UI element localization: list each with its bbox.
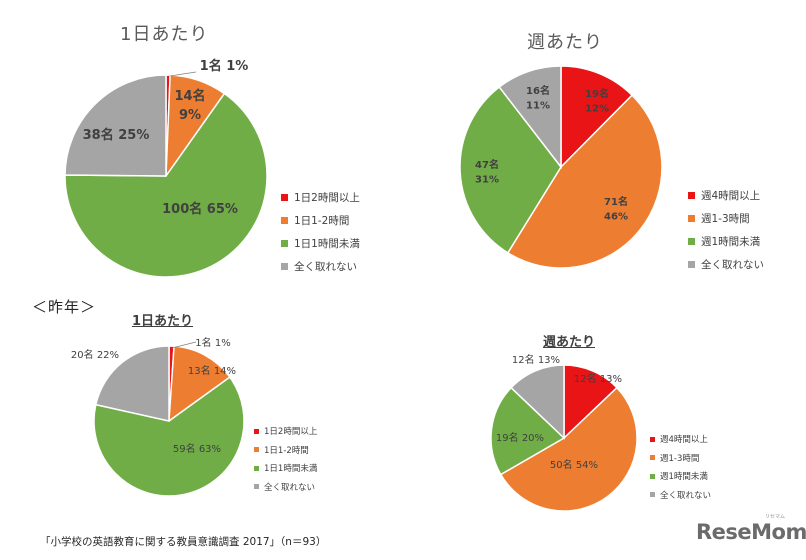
data-label: 1名 1% <box>200 58 249 74</box>
slice-2h-plus <box>560 65 634 169</box>
legend-item: 週4時間以上 <box>688 184 764 207</box>
legend-item: 1日1-2時間 <box>254 441 317 460</box>
legend-swatch <box>650 436 655 442</box>
data-label: 38名 25% <box>83 127 150 143</box>
chart-title: 週あたり <box>527 32 603 53</box>
data-label: 12名 13% <box>574 372 622 385</box>
legend-label: 1日2時間以上 <box>294 192 360 204</box>
legend-swatch <box>254 465 259 471</box>
slice-2h-plus <box>563 364 618 440</box>
legend-item: 全く取れない <box>254 478 317 497</box>
legend-item: 1日2時間以上 <box>281 186 360 209</box>
legend-item: 全く取れない <box>650 486 711 505</box>
legend-swatch <box>281 263 288 270</box>
legend-label: 週1時間未満 <box>660 472 708 483</box>
legend-swatch <box>650 492 655 498</box>
chart-title: 1日あたり <box>120 24 209 45</box>
legend-label: 週1-3時間 <box>660 453 700 464</box>
slice-under-1h <box>459 85 562 254</box>
chart-legend: 1日2時間以上 1日1-2時間 1日1時間未満 全く取れない <box>281 186 360 278</box>
legend-item: 1日2時間以上 <box>254 422 317 441</box>
legend-label: 1日2時間以上 <box>264 427 318 438</box>
legend-swatch <box>650 473 655 479</box>
pie-chart: 19名 12% 71名 46% 47名 31% 16名 11% <box>459 65 663 269</box>
chart-legend: 1日2時間以上 1日1-2時間 1日1時間未満 全く取れない <box>254 422 317 496</box>
pie-chart: 1名 1% 14名 9% 100名 65% 38名 25% <box>64 58 268 278</box>
legend-label: 全く取れない <box>660 490 712 501</box>
logo-subtext: リセマム <box>765 514 786 520</box>
data-label: 50名 54% <box>550 458 598 471</box>
data-label: 71名 46% <box>604 195 628 223</box>
legend-label: 週4時間以上 <box>701 190 761 202</box>
data-label: 12名 13% <box>512 353 560 366</box>
leader-line <box>171 341 197 349</box>
data-label: 59名 63% <box>173 442 221 455</box>
data-label: 47名 31% <box>475 158 499 186</box>
data-label: 19名 20% <box>496 431 544 444</box>
legend-swatch <box>281 240 288 247</box>
data-label: 16名 11% <box>526 84 550 112</box>
legend-label: 全く取れない <box>701 259 764 271</box>
legend-label: 週1-3時間 <box>701 213 750 225</box>
legend-label: 1日1時間未満 <box>294 238 360 250</box>
legend-item: 1日1時間未満 <box>281 232 360 255</box>
slice-none <box>64 74 167 177</box>
chart-title: 週あたり <box>543 335 596 350</box>
slice-1-2h <box>499 386 638 512</box>
legend-label: 1日1-2時間 <box>264 445 309 456</box>
legend-label: 1日1時間未満 <box>264 464 318 475</box>
slice-none <box>498 65 562 170</box>
legend-item: 週1時間未満 <box>650 467 711 486</box>
legend-label: 全く取れない <box>294 261 357 273</box>
resemom-logo: ReseMom <box>696 520 806 544</box>
legend-label: 1日1-2時間 <box>294 215 350 227</box>
legend-swatch <box>254 428 259 434</box>
legend-item: 全く取れない <box>281 255 360 278</box>
legend-swatch <box>254 447 259 453</box>
legend-item: 週1-3時間 <box>688 207 764 230</box>
slice-1-2h <box>168 345 231 423</box>
slice-none <box>94 345 170 422</box>
legend-item: 1日1-2時間 <box>281 209 360 232</box>
legend-item: 週1時間未満 <box>688 230 764 253</box>
slice-under-1h <box>490 386 566 476</box>
legend-swatch <box>688 215 695 222</box>
last-year-heading: ＜昨年＞ <box>32 298 97 316</box>
legend-swatch <box>281 217 288 224</box>
leader-line <box>169 71 197 77</box>
legend-item: 全く取れない <box>688 253 764 276</box>
chart-legend: 週4時間以上 週1-3時間 週1時間未満 全く取れない <box>650 430 711 504</box>
slice-1-2h <box>506 94 663 269</box>
legend-swatch <box>281 194 288 201</box>
data-label: 20名 22% <box>71 348 119 361</box>
legend-swatch <box>688 192 695 199</box>
data-label: 14名 9% <box>174 88 205 123</box>
data-label: 13名 14% <box>188 364 236 377</box>
legend-swatch <box>650 455 655 461</box>
legend-label: 週1時間未満 <box>701 236 761 248</box>
legend-swatch <box>688 238 695 245</box>
legend-swatch <box>688 261 695 268</box>
legend-label: 全く取れない <box>264 482 316 493</box>
data-label: 19名 12% <box>585 87 609 115</box>
slice-none <box>510 364 565 440</box>
slice-under-1h <box>64 92 268 278</box>
legend-item: 週1-3時間 <box>650 449 711 468</box>
data-label: 100名 65% <box>162 201 238 217</box>
chart-title: 1日あたり <box>132 314 194 329</box>
slice-under-1h <box>93 376 245 497</box>
legend-item: 1日1時間未満 <box>254 459 317 478</box>
legend-item: 週4時間以上 <box>650 430 711 449</box>
data-label: 1名 1% <box>195 336 230 349</box>
legend-label: 週4時間以上 <box>660 435 708 446</box>
legend-swatch <box>254 484 259 490</box>
source-note: 「小学校の英語教育に関する教員意識調査 2017」（n＝93） <box>40 536 327 548</box>
chart-legend: 週4時間以上 週1-3時間 週1時間未満 全く取れない <box>688 184 764 276</box>
